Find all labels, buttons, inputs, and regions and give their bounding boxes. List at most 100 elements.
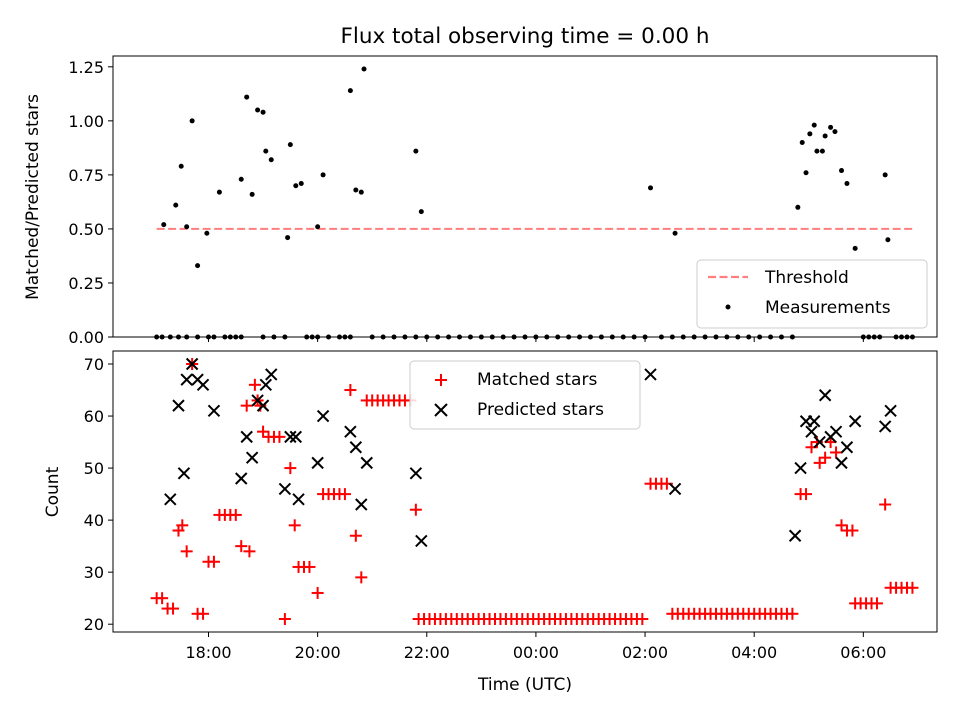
measurement-point bbox=[260, 109, 266, 115]
predicted-star-point bbox=[409, 467, 423, 480]
predicted-star-point bbox=[289, 430, 303, 444]
bottom-x-tick-label: 00:00 bbox=[513, 643, 559, 662]
matched-star-point bbox=[338, 488, 351, 501]
matched-star-point bbox=[273, 430, 286, 443]
measurement-point bbox=[161, 222, 167, 228]
top-y-axis-label: Matched/Predicted stars bbox=[23, 94, 43, 300]
predicted-star-point bbox=[185, 357, 199, 371]
predicted-star-point bbox=[311, 456, 324, 470]
matched-star-point bbox=[180, 545, 193, 558]
predicted-star-point bbox=[355, 498, 368, 511]
predicted-star-point bbox=[177, 467, 191, 480]
bottom-frame bbox=[112, 350, 938, 633]
measurement-point bbox=[178, 163, 184, 169]
matched-star-point bbox=[906, 581, 919, 594]
matched-star-point bbox=[284, 462, 297, 475]
figure-title: Flux total observing time = 0.00 h bbox=[341, 24, 710, 49]
measurement-point bbox=[195, 263, 201, 269]
predicted-star-point bbox=[344, 425, 357, 438]
bottom-axes: 20 30 40 50 60 70 18:00 20:00 22:00 00:00 02:00 04:… bbox=[84, 350, 938, 662]
matched-star-point bbox=[207, 555, 220, 568]
predicted-star-point bbox=[349, 441, 363, 454]
top-axes: 0.00 0.25 0.50 0.75 1.00 1.25 bbox=[68, 55, 938, 347]
matched-star-point bbox=[786, 607, 799, 620]
predicted-star-point bbox=[240, 430, 253, 444]
predicted-star-point bbox=[805, 425, 818, 438]
top-y-tick-label: 0.50 bbox=[68, 220, 104, 239]
measurement-point bbox=[795, 204, 801, 210]
matched-star-point bbox=[355, 571, 368, 584]
measurement-point bbox=[238, 176, 244, 182]
measurement-point bbox=[672, 230, 678, 236]
matched-star-point bbox=[243, 545, 256, 558]
matched-star-point bbox=[156, 592, 169, 605]
predicted-star-point bbox=[316, 409, 330, 423]
measurement-point bbox=[648, 185, 654, 191]
matched-star-point bbox=[846, 524, 859, 537]
measurement-point bbox=[361, 66, 367, 72]
measurement-point bbox=[189, 118, 195, 124]
predicted-star-point bbox=[878, 420, 892, 433]
bottom-plot-marks bbox=[150, 357, 919, 625]
top-legend: Threshold Measurements bbox=[696, 259, 928, 329]
measurement-point bbox=[285, 235, 291, 241]
measurement-point bbox=[885, 237, 891, 243]
bottom-y-tick-label: 70 bbox=[84, 355, 104, 374]
predicted-star-point bbox=[360, 456, 373, 470]
predicted-star-point bbox=[794, 461, 807, 475]
bottom-x-tick-label: 06:00 bbox=[840, 643, 886, 662]
matched-star-point bbox=[303, 560, 316, 573]
legend-predicted-label: Predicted stars bbox=[477, 400, 604, 420]
bottom-y-tick-label: 20 bbox=[84, 615, 104, 634]
measurement-point bbox=[184, 224, 190, 230]
predicted-star-point bbox=[235, 472, 248, 485]
legend-measurements-swatch bbox=[725, 304, 731, 310]
measurement-point bbox=[358, 189, 364, 195]
legend-threshold-label: Threshold bbox=[764, 268, 849, 288]
measurement-point bbox=[315, 224, 321, 230]
matched-star-point bbox=[288, 519, 301, 532]
matched-star-point bbox=[248, 378, 261, 391]
measurement-point bbox=[244, 94, 250, 100]
predicted-star-point bbox=[848, 415, 862, 428]
measurement-point bbox=[255, 107, 261, 113]
predicted-star-point bbox=[265, 368, 278, 381]
bottom-x-tick-label: 22:00 bbox=[404, 643, 450, 662]
measurement-point bbox=[839, 168, 845, 174]
bottom-y-tick-label: 60 bbox=[84, 407, 104, 426]
matched-star-point bbox=[229, 508, 242, 521]
predicted-star-point bbox=[278, 482, 292, 496]
predicted-star-point bbox=[668, 482, 682, 496]
matched-star-point bbox=[835, 519, 848, 532]
measurement-point bbox=[287, 142, 293, 148]
measurement-point bbox=[822, 133, 828, 139]
matched-star-point bbox=[870, 597, 883, 610]
predicted-star-point bbox=[813, 435, 826, 449]
measurement-point bbox=[418, 209, 424, 215]
predicted-star-point bbox=[840, 441, 854, 454]
matched-star-point bbox=[349, 529, 362, 542]
measurement-point bbox=[828, 124, 834, 130]
bottom-legend-box bbox=[409, 360, 641, 430]
bottom-legend: Matched stars Predicted stars bbox=[409, 360, 641, 430]
matched-star-point bbox=[311, 586, 324, 599]
measurement-point bbox=[263, 148, 269, 154]
legend-matched-swatch bbox=[435, 374, 447, 386]
matched-star-point bbox=[800, 488, 813, 501]
predicted-star-point bbox=[172, 399, 185, 412]
measurement-point bbox=[293, 183, 299, 189]
matched-star-point bbox=[235, 540, 248, 553]
predicted-star-point bbox=[415, 534, 428, 548]
predicted-star-point bbox=[818, 389, 832, 402]
predicted-star-point bbox=[292, 493, 305, 506]
matched-star-point bbox=[257, 425, 270, 438]
bottom-x-tick-label: 18:00 bbox=[185, 643, 231, 662]
measurement-point bbox=[799, 139, 805, 145]
top-y-tick-label: 0.75 bbox=[68, 166, 104, 185]
legend-measurements-label: Measurements bbox=[765, 298, 891, 318]
bottom-x-tick-label: 04:00 bbox=[731, 643, 777, 662]
predicted-star-point bbox=[835, 456, 848, 470]
measurement-point bbox=[852, 245, 858, 251]
predicted-star-point bbox=[644, 368, 657, 381]
